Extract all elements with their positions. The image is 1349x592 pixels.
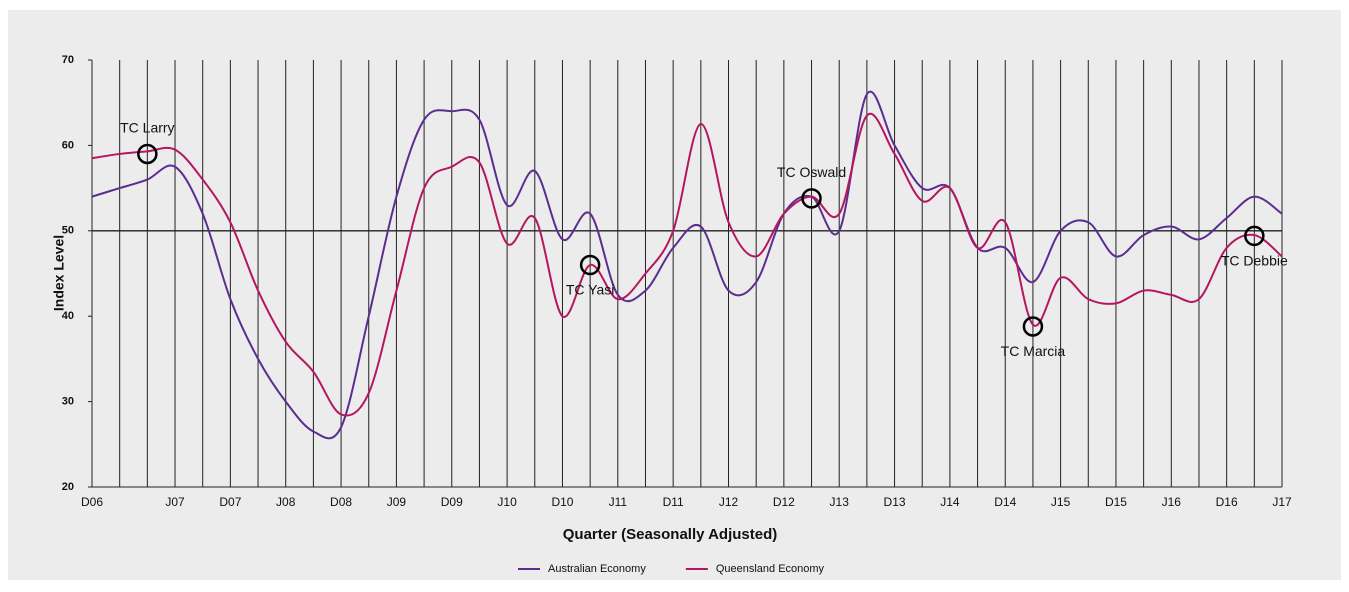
y-tick-label: 60 <box>62 139 74 151</box>
legend-label: Australian Economy <box>548 563 646 575</box>
annotation-marker <box>579 254 601 276</box>
x-tick-label: D08 <box>330 495 352 509</box>
y-tick-label: 30 <box>62 396 74 408</box>
y-tick-label: 40 <box>62 310 74 322</box>
line <box>91 112 1283 417</box>
x-tick-label: J08 <box>276 495 296 509</box>
x-tick-label: D13 <box>884 495 906 509</box>
y-tick-label: 50 <box>62 225 74 237</box>
line <box>91 90 1283 440</box>
x-tick-label: D09 <box>441 495 463 509</box>
x-tick-label: J07 <box>165 495 185 509</box>
annotation-label: TC Marcia <box>1001 343 1066 359</box>
annotation-label: TC Yasi <box>566 282 615 298</box>
x-tick-label: D16 <box>1216 495 1238 509</box>
legend-label: Queensland Economy <box>716 563 825 575</box>
x-tick-label: D12 <box>773 495 795 509</box>
x-tick-label: D06 <box>81 495 103 509</box>
x-tick-label: J15 <box>1051 495 1071 509</box>
annotation-label: TC Debbie <box>1221 253 1288 269</box>
x-tick-label: J16 <box>1162 495 1182 509</box>
x-tick-label: J14 <box>940 495 960 509</box>
x-tick-label: J11 <box>609 495 628 509</box>
annotation-marker <box>1244 225 1265 247</box>
x-tick-label: J10 <box>497 495 517 509</box>
x-tick-label: J13 <box>830 495 850 509</box>
x-tick-label: D14 <box>994 495 1016 509</box>
annotation-marker <box>801 188 822 209</box>
x-tick-label: J17 <box>1272 495 1292 509</box>
x-tick-label: D07 <box>219 495 241 509</box>
y-axis-title: Index Level <box>51 235 67 311</box>
x-tick-label: D10 <box>551 495 573 509</box>
x-tick-label: J12 <box>719 495 739 509</box>
annotation-label: TC Larry <box>120 120 174 136</box>
y-tick-label: 20 <box>62 481 74 493</box>
annotation-marker <box>137 143 158 165</box>
x-tick-label: D15 <box>1105 495 1127 509</box>
annotation-marker <box>1022 316 1044 337</box>
x-tick-label: J09 <box>387 495 407 509</box>
annotation-label: TC Oswald <box>777 164 846 180</box>
x-axis-title: Quarter (Seasonally Adjusted) <box>563 526 778 543</box>
x-tick-label: D11 <box>663 495 684 509</box>
y-tick-label: 70 <box>62 54 74 66</box>
